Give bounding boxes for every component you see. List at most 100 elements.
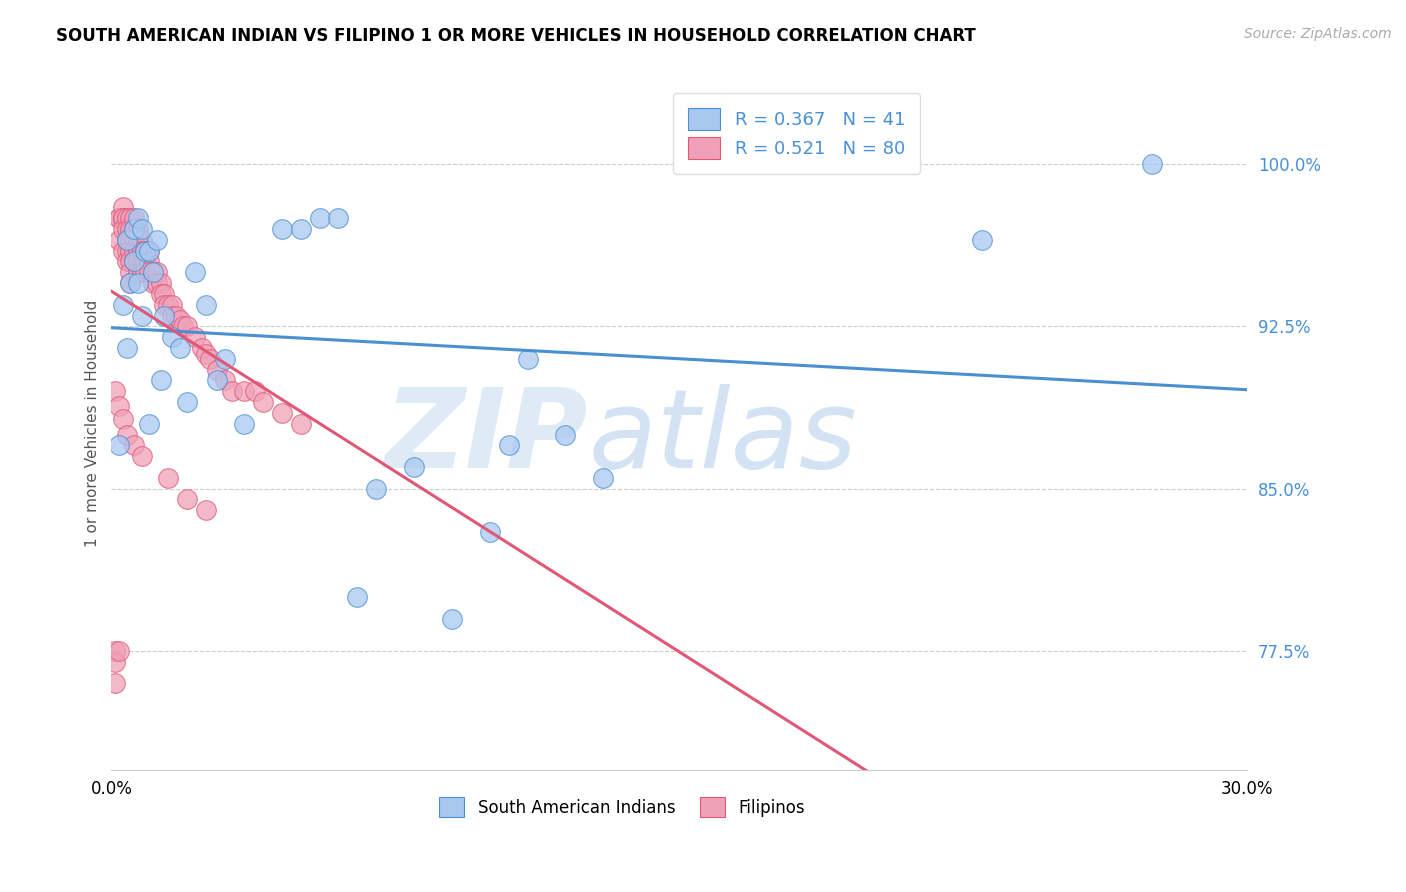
Point bbox=[127, 211, 149, 226]
Point bbox=[270, 406, 292, 420]
Text: atlas: atlas bbox=[588, 384, 856, 491]
Point bbox=[131, 265, 153, 279]
Point bbox=[115, 211, 138, 226]
Point bbox=[134, 254, 156, 268]
Point bbox=[127, 276, 149, 290]
Point bbox=[478, 524, 501, 539]
Point bbox=[111, 211, 134, 226]
Point bbox=[214, 373, 236, 387]
Point bbox=[104, 655, 127, 669]
Point bbox=[104, 676, 127, 690]
Point bbox=[108, 400, 131, 414]
Point bbox=[328, 211, 350, 226]
Point bbox=[111, 298, 134, 312]
Legend: South American Indians, Filipinos: South American Indians, Filipinos bbox=[433, 790, 811, 824]
Point bbox=[111, 211, 134, 226]
Point bbox=[207, 362, 229, 376]
Point bbox=[108, 644, 131, 658]
Point bbox=[108, 233, 131, 247]
Point bbox=[290, 417, 312, 431]
Point bbox=[122, 222, 145, 236]
Point bbox=[108, 211, 131, 226]
Point bbox=[232, 417, 254, 431]
Point bbox=[146, 276, 169, 290]
Point bbox=[131, 254, 153, 268]
Point bbox=[290, 222, 312, 236]
Point bbox=[176, 319, 198, 334]
Point bbox=[115, 244, 138, 258]
Point bbox=[165, 309, 187, 323]
Point bbox=[146, 233, 169, 247]
Point bbox=[160, 309, 183, 323]
Point bbox=[138, 244, 160, 258]
Text: Source: ZipAtlas.com: Source: ZipAtlas.com bbox=[1244, 27, 1392, 41]
Point bbox=[120, 276, 142, 290]
Point bbox=[195, 503, 218, 517]
Point bbox=[221, 384, 243, 399]
Point bbox=[157, 471, 180, 485]
Point bbox=[214, 351, 236, 366]
Point bbox=[176, 395, 198, 409]
Point bbox=[131, 222, 153, 236]
Point bbox=[122, 244, 145, 258]
Point bbox=[111, 222, 134, 236]
Point bbox=[142, 276, 165, 290]
Point bbox=[134, 244, 156, 258]
Point bbox=[134, 244, 156, 258]
Point bbox=[115, 254, 138, 268]
Point bbox=[142, 265, 165, 279]
Point bbox=[138, 265, 160, 279]
Point bbox=[138, 417, 160, 431]
Point bbox=[115, 427, 138, 442]
Point bbox=[172, 319, 194, 334]
Point bbox=[404, 460, 426, 475]
Point bbox=[120, 222, 142, 236]
Point bbox=[131, 309, 153, 323]
Point bbox=[516, 351, 538, 366]
Point bbox=[115, 233, 138, 247]
Point bbox=[195, 347, 218, 361]
Point bbox=[120, 211, 142, 226]
Point bbox=[198, 351, 221, 366]
Point bbox=[160, 330, 183, 344]
Point bbox=[195, 298, 218, 312]
Point bbox=[245, 384, 267, 399]
Point bbox=[115, 233, 138, 247]
Point bbox=[127, 233, 149, 247]
Point bbox=[127, 254, 149, 268]
Point bbox=[127, 244, 149, 258]
Point bbox=[592, 471, 614, 485]
Point bbox=[115, 341, 138, 355]
Point bbox=[127, 222, 149, 236]
Point bbox=[108, 438, 131, 452]
Point bbox=[183, 265, 205, 279]
Point bbox=[134, 265, 156, 279]
Point bbox=[149, 286, 172, 301]
Y-axis label: 1 or more Vehicles in Household: 1 or more Vehicles in Household bbox=[86, 300, 100, 548]
Point bbox=[122, 254, 145, 268]
Point bbox=[252, 395, 274, 409]
Point bbox=[970, 233, 993, 247]
Point bbox=[120, 244, 142, 258]
Point bbox=[127, 265, 149, 279]
Point bbox=[120, 254, 142, 268]
Point bbox=[498, 438, 520, 452]
Point bbox=[366, 482, 388, 496]
Point bbox=[108, 211, 131, 226]
Point bbox=[1140, 157, 1163, 171]
Point bbox=[169, 341, 191, 355]
Point bbox=[270, 222, 292, 236]
Point bbox=[115, 222, 138, 236]
Point bbox=[138, 254, 160, 268]
Point bbox=[176, 492, 198, 507]
Point bbox=[146, 265, 169, 279]
Point bbox=[122, 254, 145, 268]
Point bbox=[131, 244, 153, 258]
Point bbox=[142, 265, 165, 279]
Point bbox=[149, 276, 172, 290]
Text: ZIP: ZIP bbox=[385, 384, 588, 491]
Point bbox=[111, 244, 134, 258]
Point bbox=[191, 341, 214, 355]
Point bbox=[111, 412, 134, 426]
Point bbox=[138, 244, 160, 258]
